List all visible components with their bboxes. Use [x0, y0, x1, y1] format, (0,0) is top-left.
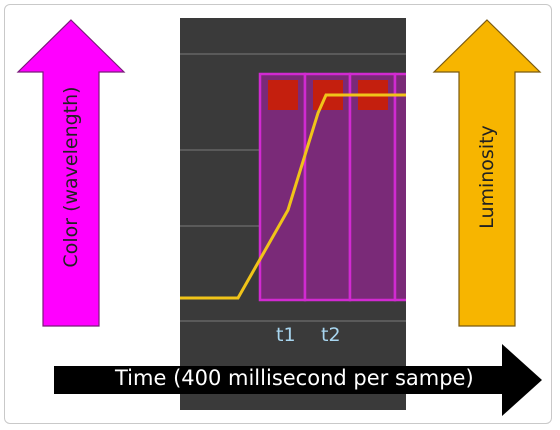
- sample-panel: [180, 18, 427, 410]
- tick-label-t2: t2: [321, 324, 341, 346]
- luminosity-line: [180, 93, 406, 300]
- tick-label-t1: t1: [276, 324, 296, 346]
- up-arrow-icon: [16, 19, 126, 327]
- sample-column-3: [348, 72, 397, 302]
- sample-column-2: [303, 72, 352, 302]
- color-arrow-label: Color (wavelength): [60, 85, 82, 268]
- sample-column-4: [393, 72, 427, 302]
- color-arrow: Color (wavelength): [16, 18, 126, 335]
- time-arrow-label: Time (400 millisecond per sampe): [115, 366, 474, 390]
- sample-columns: [258, 72, 427, 302]
- right-arrow-icon: [54, 344, 542, 416]
- sample-marker-1: [268, 80, 298, 110]
- sample-plot: [180, 53, 427, 322]
- up-arrow-icon: [432, 19, 542, 327]
- sample-column-1: [258, 72, 307, 302]
- sample-markers: [268, 80, 388, 110]
- luminosity-arrow-label: Luminosity: [476, 124, 498, 229]
- time-arrow: [52, 342, 544, 423]
- luminosity-arrow: Luminosity: [432, 18, 542, 335]
